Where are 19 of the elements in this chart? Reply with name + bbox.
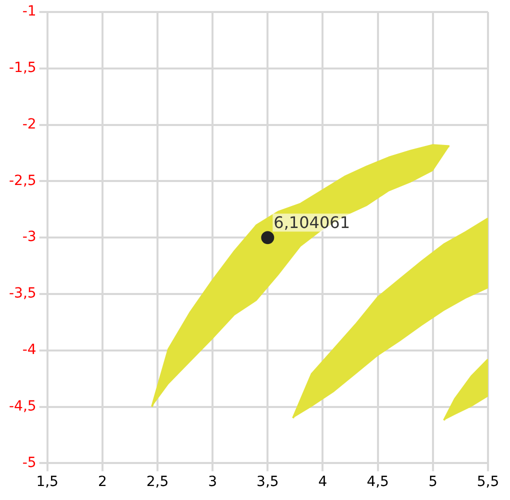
y-tick-label: -4: [22, 342, 36, 358]
y-tick-label: -5: [22, 454, 36, 471]
x-tick-label: 2: [98, 474, 107, 490]
x-tick-label: 2,5: [146, 474, 169, 490]
annotation: 6,104061: [274, 212, 350, 232]
x-tick-label: 5,5: [476, 474, 500, 490]
x-tick-label: 3: [208, 474, 218, 490]
y-tick-label: -2,5: [8, 172, 36, 189]
x-tick-label: 1,5: [36, 474, 58, 490]
y-tick-label: -2: [22, 116, 36, 132]
y-tick-label: -1,5: [8, 60, 36, 76]
x-tick-label: 5: [428, 474, 438, 490]
x-tick-label: 4,5: [366, 474, 389, 490]
y-tick-label: -3,5: [8, 286, 36, 302]
x-tick-label: 3,5: [256, 474, 279, 490]
y-tick-label: -1: [22, 4, 36, 20]
y-tick-label: -4,5: [8, 398, 36, 414]
y-tick-label: -3: [22, 229, 36, 246]
x-tick-label: 4: [318, 474, 328, 490]
